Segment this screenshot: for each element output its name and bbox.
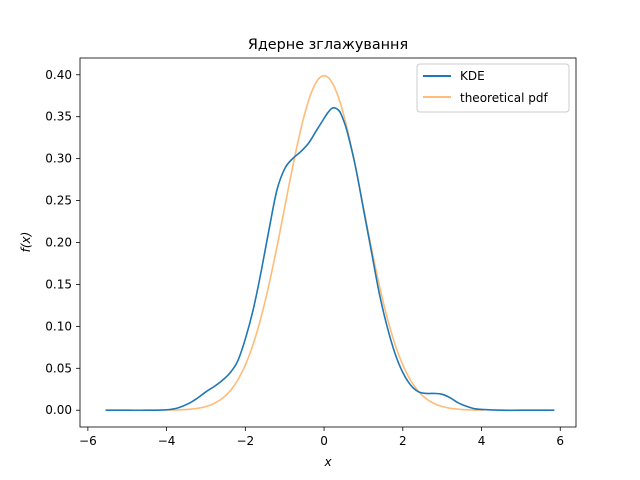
y-tick-label: 0.35	[45, 110, 72, 124]
series-layer	[105, 74, 555, 412]
series-line-kde	[105, 107, 555, 412]
x-tick-label: −6	[79, 434, 97, 448]
legend-box	[416, 63, 570, 113]
y-tick-label: 0.25	[45, 194, 72, 208]
chart-title: Ядерне зглажування	[248, 37, 408, 53]
y-tick-label: 0.20	[45, 236, 72, 250]
y-tick-label: 0.40	[45, 68, 72, 82]
ticks-layer: −6 −4 −2 0 2 4 6 0.00 0.05 0.10 0.15 0.20 0.25 0.30 0.…	[45, 68, 564, 448]
x-axis-label: x	[323, 455, 332, 469]
y-tick-label: 0.30	[45, 152, 72, 166]
x-tick-label: 6	[556, 434, 564, 448]
x-tick-label: 4	[478, 434, 486, 448]
legend: KDE theoretical pdf	[416, 63, 570, 113]
legend-label-theoretical-pdf: theoretical pdf	[460, 91, 548, 105]
legend-label-kde: KDE	[460, 69, 485, 83]
x-tick-label: −4	[158, 434, 176, 448]
x-tick-label: 2	[399, 434, 407, 448]
y-tick-label: 0.00	[45, 403, 72, 417]
series-line-theoretical-pdf	[168, 74, 484, 411]
y-tick-label: 0.05	[45, 361, 72, 375]
x-tick-label: 0	[320, 434, 328, 448]
y-tick-label: 0.15	[45, 277, 72, 291]
y-tick-label: 0.10	[45, 319, 72, 333]
x-tick-label: −2	[236, 434, 254, 448]
y-axis-label: f(x)	[19, 232, 33, 253]
